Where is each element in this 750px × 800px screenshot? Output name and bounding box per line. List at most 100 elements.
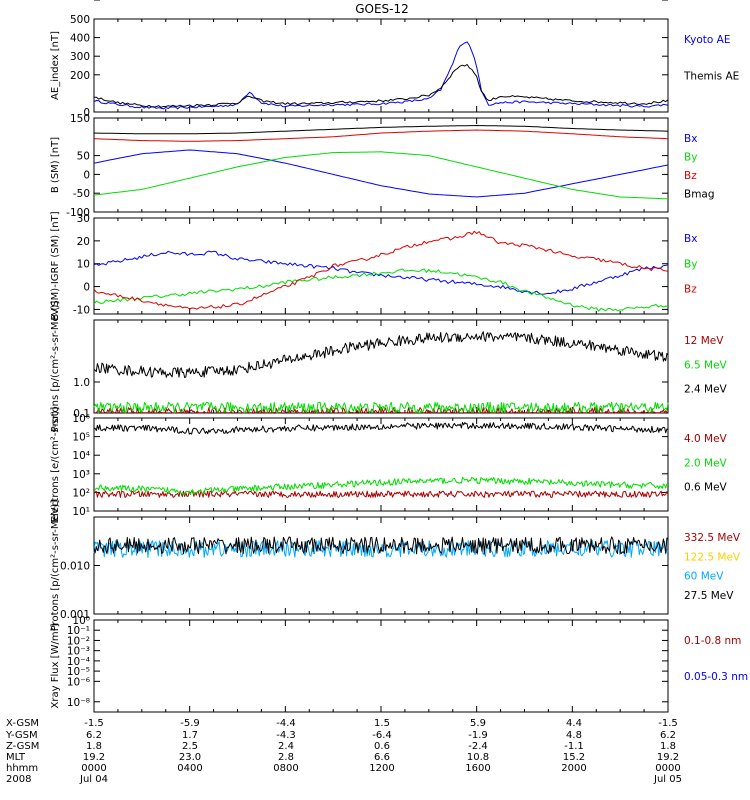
legend-entry: 27.5 MeV — [684, 590, 734, 602]
y-tick-label: 1.0 — [73, 377, 90, 389]
ephemeris-value: 19.2 — [657, 752, 679, 763]
ephemeris-row-label: X-GSM — [6, 718, 39, 729]
y-tick-label: 10 — [77, 259, 90, 271]
y-tick-label: 10⁴ — [72, 450, 90, 462]
ephemeris-value: 2.5 — [182, 741, 198, 752]
legend-entry: 6.5 MeV — [684, 359, 728, 371]
series-line-kyoto-ae — [93, 41, 669, 110]
y-axis-label: Electrons [e/(cm²-s-sr)] — [50, 407, 61, 523]
y-tick-label: 10⁵ — [72, 432, 90, 444]
ephemeris-value: 6.2 — [660, 730, 676, 741]
ephemeris-value: -4.3 — [276, 730, 296, 741]
y-tick-label: 0.001 — [60, 609, 90, 621]
series-line-0-6-mev — [93, 422, 669, 435]
y-tick-label: 10⁻⁸ — [67, 697, 90, 709]
y-axis-label: AE_index [nT] — [50, 31, 61, 100]
y-axis-label: B (SM) [nT] — [50, 137, 61, 193]
ephemeris-value: 23.0 — [179, 752, 201, 763]
y-tick-label: 10⁻² — [67, 635, 90, 647]
ephemeris-value: 4.4 — [566, 718, 582, 729]
y-tick-label: 10.0 — [67, 0, 90, 3]
ephemeris-value: 2000 — [561, 763, 586, 774]
legend-entry: Bmag — [684, 189, 715, 201]
legend-entry: Kyoto AE — [684, 34, 730, 46]
series-line-2-4-mev — [93, 331, 669, 379]
legend-entry: Themis AE — [683, 71, 739, 83]
y-tick-label: 100 — [70, 0, 90, 3]
x-axis-ephemeris: X-GSM -1.5 -5.9 -4.4 1.5 5.9 4.4 -1.5Y-GSM 6.2 1.… — [5, 718, 682, 785]
series-line-by — [93, 151, 669, 200]
ephemeris-value: Jul 05 — [653, 774, 682, 785]
ephemeris-row-label: Z-GSM — [6, 741, 39, 752]
legend-entry: 2.0 MeV — [684, 457, 728, 469]
y-tick-label: 400 — [70, 33, 90, 45]
y-tick-label: 0 — [83, 169, 90, 181]
y-tick-label: -10 — [73, 304, 90, 316]
y-tick-label: 10³ — [72, 469, 90, 481]
y-tick-label: 0 — [83, 107, 90, 119]
ephemeris-value: 6.6 — [374, 752, 390, 763]
y-tick-label: 10¹ — [72, 506, 90, 518]
legend-entry: 2.4 MeV — [684, 384, 728, 396]
ephemeris-value: -1.5 — [84, 718, 104, 729]
y-tick-label: 300 — [70, 51, 90, 63]
ephemeris-value: 1.7 — [182, 730, 198, 741]
y-axis-label: Protons [p/(cm²-s-sr-MeV)] — [50, 500, 61, 632]
ephemeris-value: 15.2 — [563, 752, 585, 763]
ephemeris-value: -4.4 — [276, 718, 296, 729]
series-line-bz — [93, 230, 669, 310]
ephemeris-value: 0000 — [81, 763, 106, 774]
ephemeris-value: 2.8 — [278, 752, 294, 763]
y-tick-label: 10² — [72, 487, 90, 499]
y-axis-label: B (SM)-IGRF (SM) [nT] — [50, 211, 61, 320]
ephemeris-value: 1.8 — [660, 741, 676, 752]
ephemeris-value: 2.4 — [278, 741, 294, 752]
y-tick-label: 50 — [77, 151, 90, 163]
legend-entry: By — [684, 258, 697, 270]
series-line-27-5-mev — [93, 536, 669, 555]
legend-entry: Bz — [684, 284, 697, 296]
legend-entry: 0.1-0.8 nm — [684, 635, 741, 647]
legend-entry: 12 MeV — [684, 335, 724, 347]
plot-title: GOES-12 — [355, 2, 409, 16]
legend-entry: 0.05-0.3 nm — [684, 671, 748, 683]
y-tick-label: 0.1 — [73, 408, 90, 420]
ephemeris-value: 0000 — [655, 763, 680, 774]
series-line-themis-ae — [94, 64, 669, 108]
y-tick-label: 10⁻⁵ — [67, 666, 90, 678]
y-tick-label: 500 — [70, 14, 90, 26]
y-tick-label: 0 — [83, 282, 90, 294]
ephemeris-value: 6.2 — [86, 730, 102, 741]
ephemeris-value: 0.6 — [374, 741, 390, 752]
series-line-2-0-mev — [93, 476, 669, 496]
y-axis-label: Protons [p/(cm²-s-sr-MeV)] — [50, 301, 61, 433]
y-tick-label: 200 — [70, 70, 90, 82]
series-line-bx — [93, 250, 669, 295]
legend-entry: 122.5 MeV — [684, 551, 741, 563]
ephemeris-row-label: 2008 — [6, 774, 31, 785]
legend-entry: By — [684, 152, 697, 164]
series-line-bx — [93, 149, 669, 198]
y-tick-label: 100 — [70, 0, 90, 3]
ephemeris-value: 1200 — [369, 763, 394, 774]
series-line-bmag — [93, 125, 669, 135]
ephemeris-value: Jul 04 — [79, 774, 108, 785]
ephemeris-value: 0800 — [273, 763, 298, 774]
legend-entry: Bz — [684, 170, 697, 182]
y-tick-label: 10⁻⁴ — [67, 656, 90, 668]
legend-entry: 0.6 MeV — [684, 482, 728, 494]
y-tick-label: 10⁻¹ — [67, 625, 90, 637]
y-tick-label: 10⁻⁶ — [67, 676, 90, 688]
ephemeris-value: 4.8 — [566, 730, 582, 741]
ephemeris-value: 5.9 — [470, 718, 486, 729]
series-line-by — [93, 268, 669, 312]
ephemeris-value: 19.2 — [83, 752, 105, 763]
ephemeris-value: 0400 — [177, 763, 202, 774]
legend-entry: Bx — [684, 233, 697, 245]
ephemeris-value: -2.4 — [468, 741, 488, 752]
y-axis-label: Xray Flux [W/m²] — [50, 623, 61, 708]
legend-entry: Bx — [684, 133, 697, 145]
ephemeris-value: 10.8 — [467, 752, 489, 763]
y-tick-label: 0.010 — [60, 561, 90, 573]
